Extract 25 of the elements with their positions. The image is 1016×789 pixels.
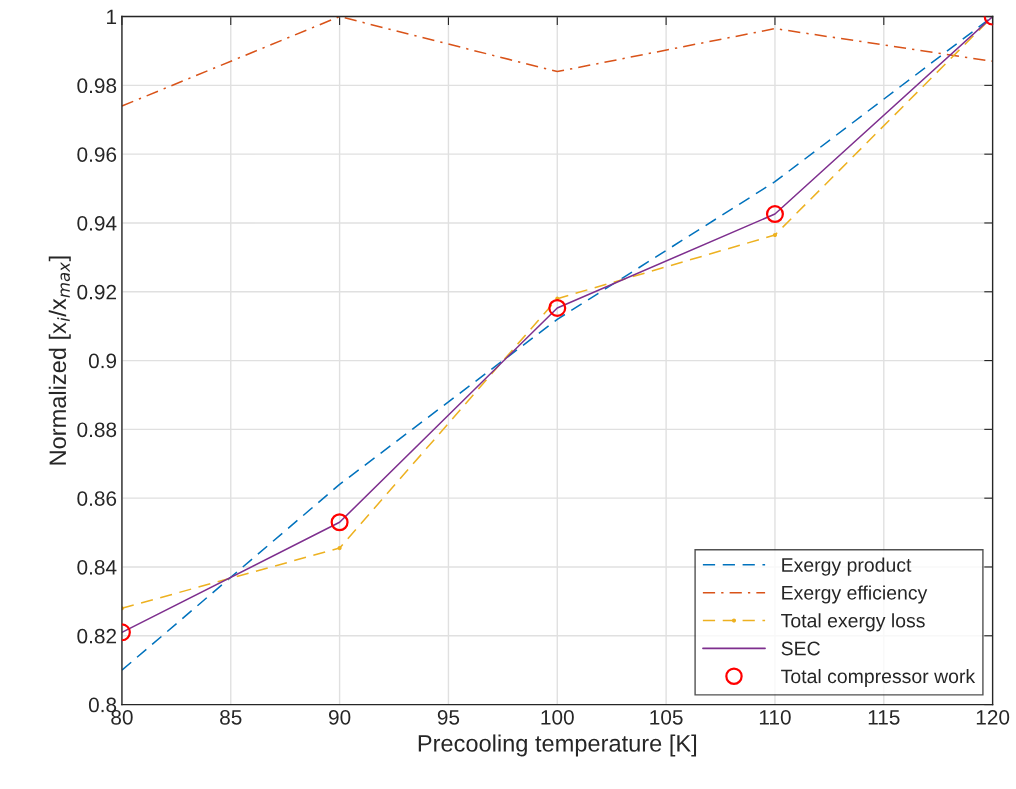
x-tick-label: 120 <box>976 709 1010 725</box>
y-tick-label: 0.94 <box>77 215 117 231</box>
x-tick-label: 100 <box>541 709 574 725</box>
x-axis-title: Precooling temperature [K] <box>418 734 697 757</box>
legend-label: Total exergy loss <box>781 613 925 632</box>
x-tick-label: 85 <box>220 709 242 725</box>
y-tick-label: 0.86 <box>77 491 117 506</box>
x-tick-label: 105 <box>650 709 683 725</box>
x-tick-label: 115 <box>868 710 900 725</box>
y-tick-label: 0.9 <box>88 353 117 369</box>
y-tick-label: 0.96 <box>77 147 117 162</box>
y-tick-label: 0.98 <box>77 78 117 94</box>
y-axis-title: Normalized [x$_{i}$/x$_{max}$] <box>48 256 71 465</box>
y-tick-label: 0.82 <box>77 628 117 644</box>
y-tick-label: 0.92 <box>77 284 117 300</box>
legend-label: Total compressor work <box>781 668 976 688</box>
x-tick-label: 95 <box>437 709 460 725</box>
legend-label: Exergy product <box>782 557 912 576</box>
x-tick-label: 90 <box>328 709 351 725</box>
legend-label: SEC <box>781 641 820 656</box>
y-tick-label: 0.88 <box>77 422 117 438</box>
legend-label: Exergy efficiency <box>782 585 928 604</box>
x-tick-label: 110 <box>759 709 791 725</box>
y-tick-label: 0.84 <box>77 559 117 575</box>
y-tick-label: 1 <box>107 9 117 25</box>
